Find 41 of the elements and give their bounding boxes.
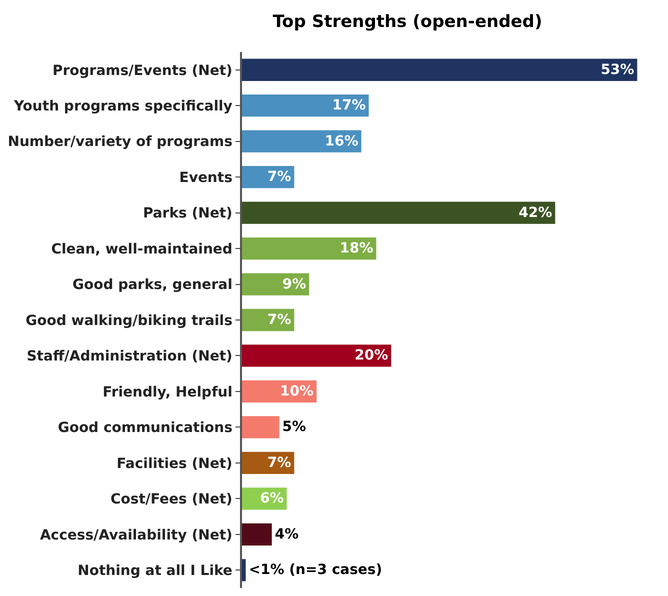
data-label: 7% — [267, 454, 292, 471]
y-tick-label: Nothing at all I Like — [78, 563, 232, 580]
data-label: 4% — [274, 526, 299, 542]
data-label: 5% — [282, 419, 306, 436]
y-tick-label: Events — [179, 170, 232, 186]
data-label: 6% — [260, 490, 284, 507]
bar — [242, 58, 638, 81]
y-tick-label: Facilities (Net) — [116, 456, 232, 472]
data-label: 9% — [282, 276, 306, 292]
data-label: <1% (n=3 cases) — [248, 562, 382, 578]
y-tick-label: Number/variety of programs — [8, 134, 232, 150]
bar — [242, 130, 362, 152]
y-tick-label: Good parks, general — [72, 277, 232, 294]
bar — [242, 273, 310, 296]
data-label: 7% — [267, 312, 292, 328]
y-tick-label: Staff/Administration (Net) — [26, 348, 232, 365]
y-tick-label: Good walking/biking trails — [26, 312, 232, 329]
y-tick-label: Friendly, Helpful — [102, 384, 232, 400]
data-label: 10% — [280, 383, 314, 400]
bar — [242, 416, 280, 438]
data-label: 16% — [324, 133, 358, 150]
y-tick-label: Clean, well-maintained — [51, 241, 232, 258]
y-tick-label: Parks (Net) — [142, 206, 232, 222]
y-tick-label: Cost/Fees (Net) — [110, 492, 232, 508]
data-label: 17% — [332, 98, 366, 114]
y-tick-label: Access/Availability (Net) — [40, 527, 232, 544]
data-label: 18% — [340, 240, 374, 257]
bar — [242, 559, 246, 582]
data-label: 53% — [600, 62, 634, 78]
data-label: 20% — [354, 348, 388, 364]
y-tick-label: Youth programs specifically — [12, 98, 232, 114]
data-label: 42% — [518, 204, 552, 221]
y-tick-label: Programs/Events (Net) — [52, 62, 232, 79]
bar — [242, 237, 376, 260]
bar — [242, 523, 272, 546]
y-tick-label: Good communications — [58, 420, 232, 436]
data-label: 7% — [267, 169, 292, 186]
bar — [242, 344, 392, 367]
bar — [242, 94, 369, 117]
bar — [242, 202, 556, 224]
chart-title: Top Strengths (open-ended) — [272, 12, 542, 32]
